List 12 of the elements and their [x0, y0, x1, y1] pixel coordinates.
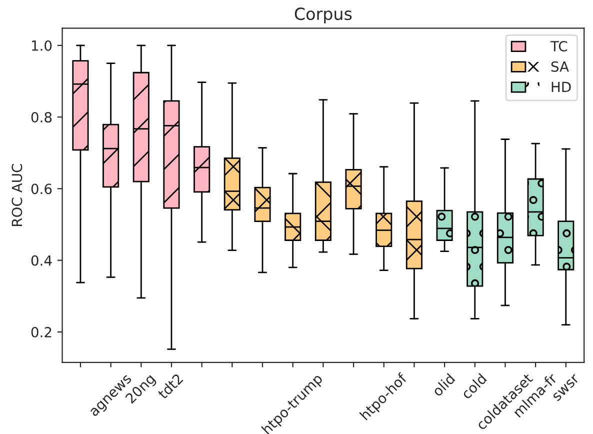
legend-label: TC: [550, 40, 568, 52]
legend-label: SA: [551, 61, 569, 72]
chart-title: Corpus: [294, 8, 352, 24]
y-tick-label: 0.4: [31, 255, 52, 266]
y-tick-label: 0.8: [31, 112, 52, 123]
y-tick-label: 0.6: [31, 184, 52, 194]
y-tick-label: 0.2: [31, 326, 52, 338]
y-tick-label: 1.0: [32, 40, 52, 51]
x-tick-label: olid: [431, 373, 456, 397]
legend-label: HD: [552, 82, 571, 92]
y-axis-title: ROC AUC: [12, 164, 22, 226]
x-tick-label: tdt2: [156, 373, 184, 400]
